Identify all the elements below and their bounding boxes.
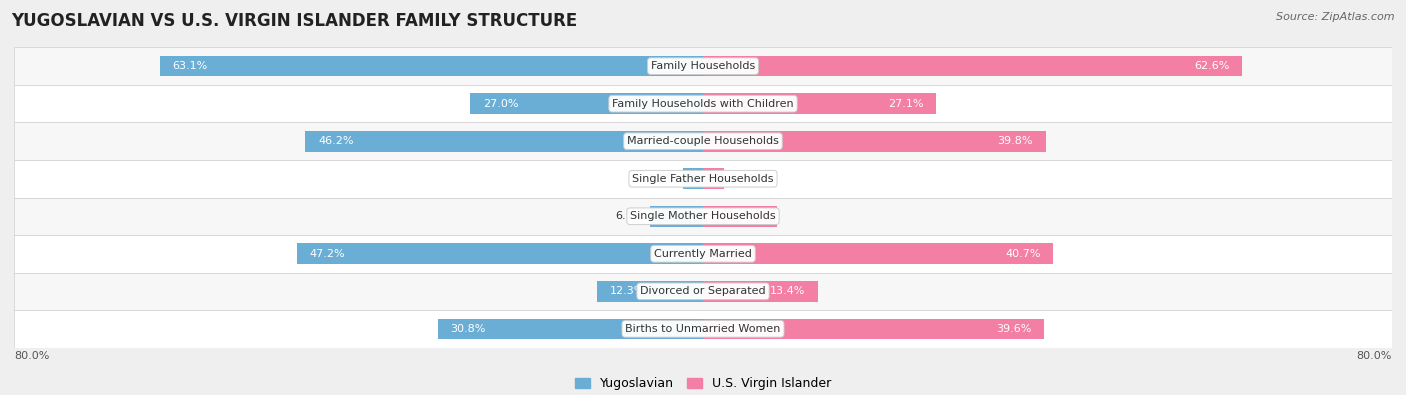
Text: YUGOSLAVIAN VS U.S. VIRGIN ISLANDER FAMILY STRUCTURE: YUGOSLAVIAN VS U.S. VIRGIN ISLANDER FAMI… — [11, 12, 578, 30]
Text: Married-couple Households: Married-couple Households — [627, 136, 779, 146]
FancyBboxPatch shape — [14, 160, 1392, 198]
Text: 2.3%: 2.3% — [648, 174, 676, 184]
Text: 47.2%: 47.2% — [309, 249, 344, 259]
Text: 30.8%: 30.8% — [451, 324, 486, 334]
FancyBboxPatch shape — [14, 198, 1392, 235]
Bar — [160, 56, 703, 77]
Bar — [703, 131, 1046, 152]
Bar — [703, 56, 1241, 77]
FancyBboxPatch shape — [14, 122, 1392, 160]
Bar — [703, 168, 724, 189]
Text: 27.0%: 27.0% — [484, 99, 519, 109]
Text: 12.3%: 12.3% — [610, 286, 645, 296]
Text: Family Households with Children: Family Households with Children — [612, 99, 794, 109]
Bar — [703, 206, 778, 227]
Text: Single Father Households: Single Father Households — [633, 174, 773, 184]
Text: 63.1%: 63.1% — [173, 61, 208, 71]
Text: 8.6%: 8.6% — [735, 211, 763, 221]
Text: Divorced or Separated: Divorced or Separated — [640, 286, 766, 296]
Text: 46.2%: 46.2% — [318, 136, 353, 146]
Text: 6.1%: 6.1% — [616, 211, 644, 221]
FancyBboxPatch shape — [14, 85, 1392, 122]
Text: 80.0%: 80.0% — [14, 351, 49, 361]
Bar — [437, 318, 703, 339]
Text: Family Households: Family Households — [651, 61, 755, 71]
FancyBboxPatch shape — [14, 235, 1392, 273]
Text: 62.6%: 62.6% — [1194, 61, 1229, 71]
Bar — [471, 93, 703, 114]
FancyBboxPatch shape — [14, 273, 1392, 310]
Bar — [297, 243, 703, 264]
Bar — [683, 168, 703, 189]
Bar — [305, 131, 703, 152]
Bar — [703, 243, 1053, 264]
FancyBboxPatch shape — [14, 310, 1392, 348]
Text: Single Mother Households: Single Mother Households — [630, 211, 776, 221]
Text: Source: ZipAtlas.com: Source: ZipAtlas.com — [1277, 12, 1395, 22]
Text: 27.1%: 27.1% — [889, 99, 924, 109]
Bar — [703, 281, 818, 302]
Legend: Yugoslavian, U.S. Virgin Islander: Yugoslavian, U.S. Virgin Islander — [569, 372, 837, 395]
Text: 80.0%: 80.0% — [1357, 351, 1392, 361]
Text: Births to Unmarried Women: Births to Unmarried Women — [626, 324, 780, 334]
Text: 39.8%: 39.8% — [997, 136, 1033, 146]
FancyBboxPatch shape — [14, 47, 1392, 85]
Bar — [703, 93, 936, 114]
Bar — [703, 318, 1045, 339]
Text: 2.4%: 2.4% — [731, 174, 759, 184]
Text: 13.4%: 13.4% — [770, 286, 806, 296]
Text: Currently Married: Currently Married — [654, 249, 752, 259]
Bar — [598, 281, 703, 302]
Bar — [651, 206, 703, 227]
Text: 40.7%: 40.7% — [1005, 249, 1040, 259]
Text: 39.6%: 39.6% — [995, 324, 1031, 334]
